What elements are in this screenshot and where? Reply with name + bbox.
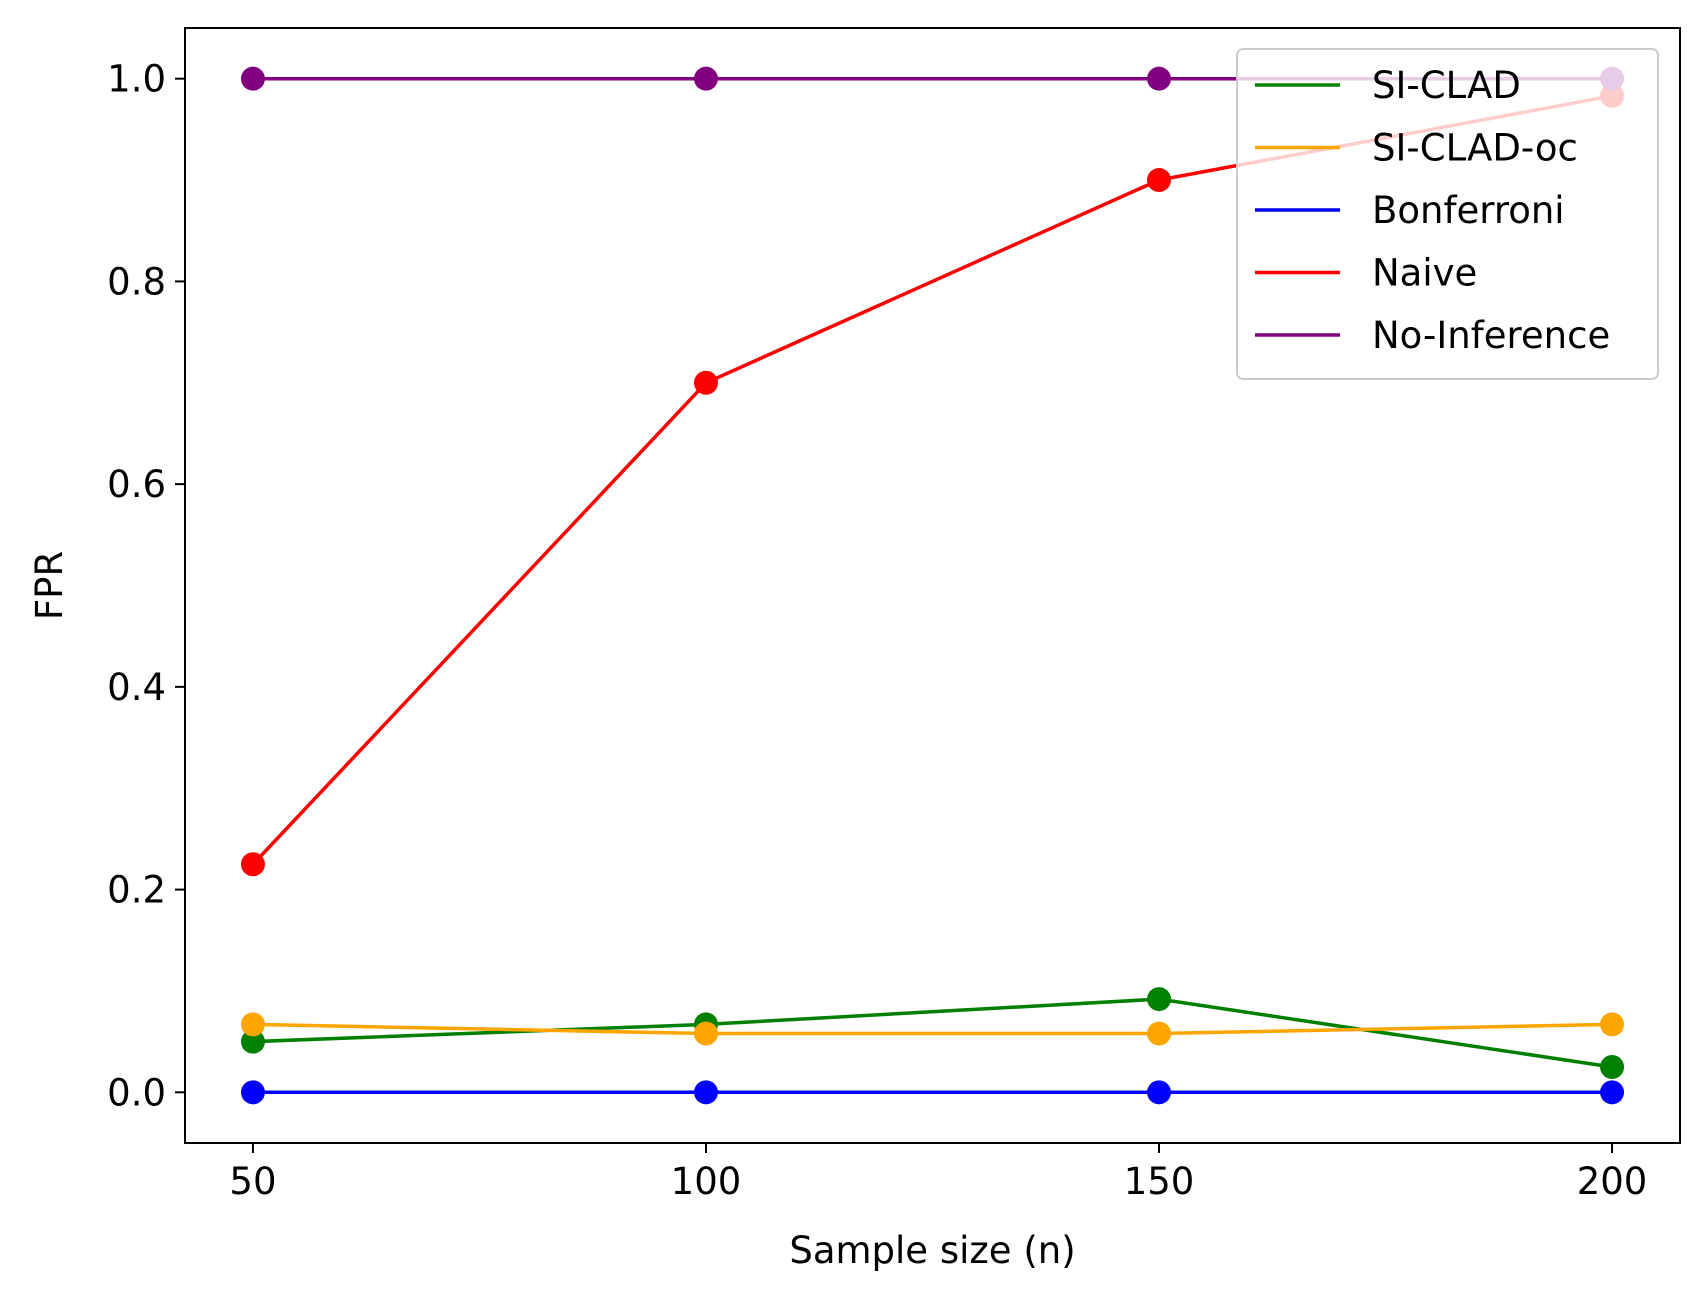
y-tick-label: 1.0 xyxy=(107,58,166,101)
legend-label: Naive xyxy=(1372,252,1477,295)
x-tick-label: 200 xyxy=(1577,1160,1648,1203)
data-point xyxy=(1600,1012,1625,1037)
y-tick-label: 0.2 xyxy=(107,869,166,912)
y-tick-label: 0.8 xyxy=(107,260,166,303)
data-point xyxy=(1147,66,1172,91)
legend-label: SI-CLAD xyxy=(1372,64,1521,107)
y-tick-label: 0.6 xyxy=(107,463,166,506)
y-axis-ticks: 0.0 0.2 0.4 0.6 0.8 1.0 xyxy=(107,58,185,1114)
legend-label: SI-CLAD-oc xyxy=(1372,127,1578,170)
x-axis-label: Sample size (n) xyxy=(789,1229,1075,1272)
legend: SI-CLAD SI-CLAD-oc Bonferroni Naive No-Infer… xyxy=(1236,48,1659,380)
series-line xyxy=(252,997,1613,1069)
data-point xyxy=(693,370,718,395)
data-point xyxy=(240,66,265,91)
data-point xyxy=(240,852,265,877)
data-point xyxy=(1147,1080,1172,1105)
legend-box xyxy=(1236,48,1659,380)
x-tick-label: 50 xyxy=(229,1160,276,1203)
legend-item: Naive xyxy=(1255,252,1477,295)
x-tick-label: 100 xyxy=(671,1160,742,1203)
data-point xyxy=(240,1080,265,1105)
data-point xyxy=(1147,1021,1172,1046)
axes-frame xyxy=(184,27,1681,1144)
legend-item: Bonferroni xyxy=(1255,189,1565,232)
x-axis-ticks: 50 100 150 200 xyxy=(229,1143,1647,1203)
data-point xyxy=(1600,1080,1625,1105)
data-point xyxy=(1600,1054,1625,1079)
legend-label: No-Inference xyxy=(1372,314,1610,357)
series-si-clad-oc xyxy=(240,1012,1625,1046)
data-point xyxy=(240,1012,265,1037)
legend-label: Bonferroni xyxy=(1372,189,1565,232)
legend-item: SI-CLAD xyxy=(1255,64,1521,107)
data-point xyxy=(1147,987,1172,1012)
legend-item: SI-CLAD-oc xyxy=(1255,127,1578,170)
y-tick-label: 0.4 xyxy=(107,666,166,709)
data-point xyxy=(1147,168,1172,193)
y-axis-label: FPR xyxy=(28,551,71,620)
legend-item: No-Inference xyxy=(1255,314,1610,357)
series-si-clad xyxy=(240,987,1625,1079)
data-point xyxy=(693,1021,718,1046)
data-point xyxy=(693,66,718,91)
x-tick-label: 150 xyxy=(1124,1160,1195,1203)
data-point xyxy=(693,1080,718,1105)
series-line xyxy=(252,1022,1613,1036)
y-tick-label: 0.0 xyxy=(107,1071,166,1114)
series-bonferroni xyxy=(240,1080,1625,1105)
data-point xyxy=(240,1029,265,1054)
